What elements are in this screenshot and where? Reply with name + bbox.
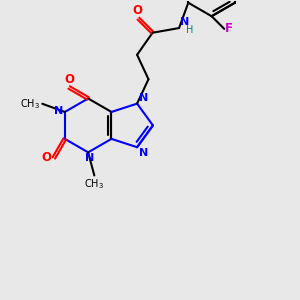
Text: O: O [42, 152, 52, 164]
Text: F: F [225, 22, 233, 35]
Text: N: N [85, 153, 94, 163]
Text: CH$_3$: CH$_3$ [84, 178, 104, 191]
Text: N: N [180, 17, 189, 27]
Text: O: O [64, 73, 74, 85]
Text: N: N [139, 93, 148, 103]
Text: H: H [186, 25, 194, 35]
Text: CH$_3$: CH$_3$ [20, 97, 40, 111]
Text: O: O [132, 4, 142, 16]
Text: N: N [139, 148, 148, 158]
Text: N: N [54, 106, 63, 116]
